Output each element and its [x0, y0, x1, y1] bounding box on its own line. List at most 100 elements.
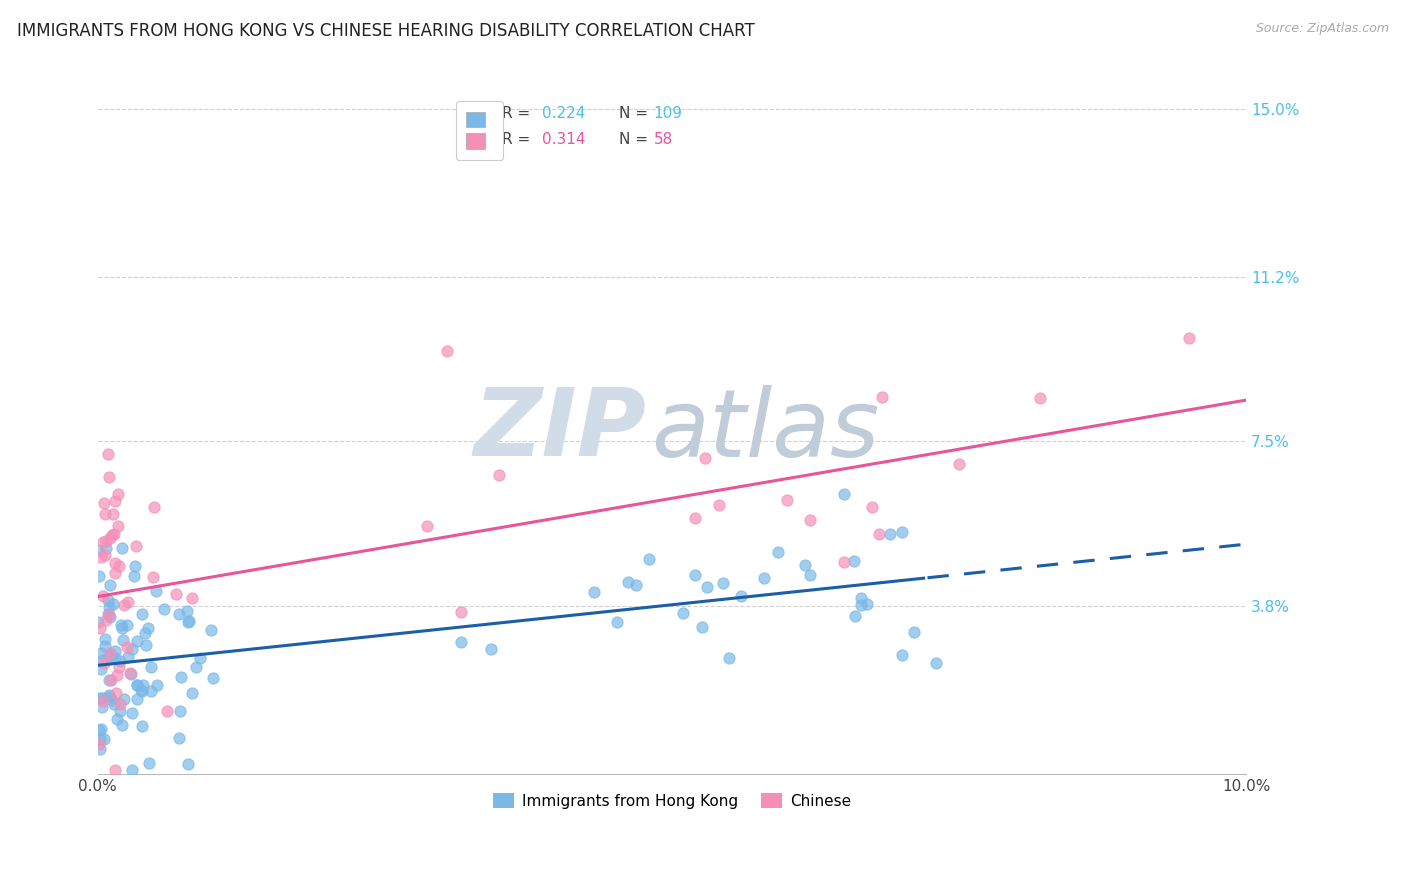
Point [156, 704, 179, 718]
Point [91, 690, 114, 705]
Point [925, 656, 948, 670]
Point [1178, 331, 1201, 345]
Point [97, 673, 120, 687]
Point [153, 602, 176, 616]
Point [860, 500, 883, 514]
Point [143, 500, 166, 515]
Point [93, 495, 115, 509]
Point [202, 671, 225, 685]
Point [794, 558, 817, 572]
Point [177, 615, 200, 630]
Point [131, 684, 153, 698]
Point [105, 667, 128, 681]
Point [121, 706, 143, 720]
Point [842, 554, 865, 568]
Point [672, 606, 695, 620]
Point [844, 609, 866, 624]
Point [690, 620, 713, 634]
Point [450, 635, 472, 649]
Point [479, 642, 502, 657]
Text: Source: ZipAtlas.com: Source: ZipAtlas.com [1256, 22, 1389, 36]
Point [115, 617, 138, 632]
Point [93, 548, 115, 562]
Point [121, 642, 143, 657]
Point [91, 589, 114, 603]
Point [120, 667, 142, 681]
Point [89, 732, 111, 747]
Point [87, 615, 110, 629]
Point [134, 625, 156, 640]
Point [683, 511, 706, 525]
Point [200, 623, 222, 637]
Point [169, 607, 191, 621]
Point [718, 651, 741, 665]
Point [94, 541, 117, 556]
Point [111, 718, 134, 732]
Point [107, 487, 129, 501]
Point [1028, 391, 1050, 405]
Point [98, 689, 121, 703]
Point [103, 566, 125, 580]
Point [97, 470, 120, 484]
Point [176, 604, 198, 618]
Point [103, 597, 125, 611]
Point [799, 567, 821, 582]
Point [101, 528, 124, 542]
Point [181, 591, 204, 606]
Legend: Immigrants from Hong Kong, Chinese: Immigrants from Hong Kong, Chinese [486, 787, 858, 814]
Point [696, 580, 718, 594]
Text: IMMIGRANTS FROM HONG KONG VS CHINESE HEARING DISABILITY CORRELATION CHART: IMMIGRANTS FROM HONG KONG VS CHINESE HEA… [17, 22, 755, 40]
Point [146, 678, 169, 692]
Point [856, 598, 879, 612]
Point [108, 698, 131, 712]
Point [124, 559, 146, 574]
Point [872, 390, 894, 404]
Point [110, 618, 132, 632]
Point [849, 591, 872, 605]
Point [94, 639, 117, 653]
Point [97, 447, 120, 461]
Point [98, 608, 121, 623]
Point [177, 614, 200, 628]
Point [768, 545, 790, 559]
Text: 58: 58 [654, 132, 673, 147]
Point [125, 678, 148, 692]
Point [129, 682, 152, 697]
Point [165, 587, 187, 601]
Point [90, 662, 112, 676]
Point [103, 697, 125, 711]
Point [617, 575, 640, 590]
Point [89, 621, 111, 635]
Point [169, 705, 191, 719]
Point [799, 513, 821, 527]
Point [132, 678, 155, 692]
Point [100, 578, 122, 592]
Point [879, 527, 901, 541]
Point [834, 555, 856, 569]
Point [93, 653, 115, 667]
Point [101, 508, 124, 522]
Point [186, 659, 208, 673]
Point [91, 694, 114, 708]
Point [890, 648, 912, 662]
Point [127, 678, 149, 692]
Point [98, 610, 121, 624]
Point [89, 569, 111, 583]
Point [891, 524, 914, 539]
Point [87, 723, 110, 738]
Point [117, 595, 139, 609]
Point [142, 570, 165, 584]
Point [180, 686, 202, 700]
Text: N =: N = [619, 106, 652, 121]
Text: N =: N = [619, 132, 652, 147]
Point [93, 656, 115, 670]
Point [948, 458, 970, 472]
Point [112, 598, 135, 612]
Point [136, 621, 159, 635]
Point [868, 527, 890, 541]
Point [131, 607, 153, 621]
Point [693, 450, 716, 465]
Point [125, 634, 148, 648]
Point [91, 700, 114, 714]
Point [711, 576, 734, 591]
